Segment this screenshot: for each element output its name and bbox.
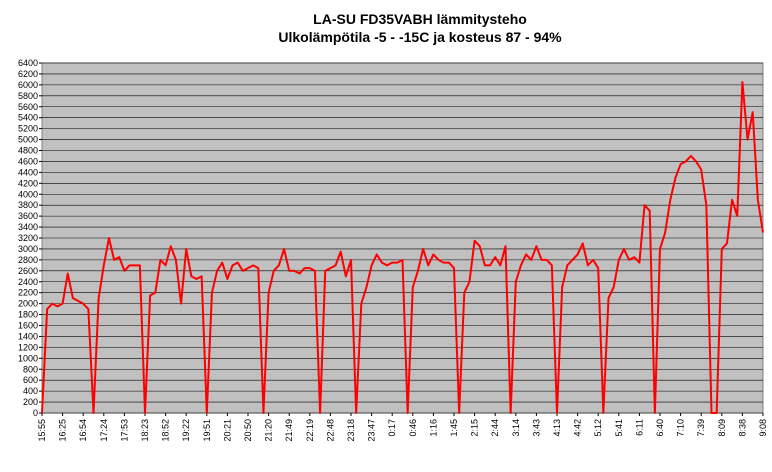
y-tick-label: 3000 xyxy=(18,244,38,254)
y-tick-label: 3400 xyxy=(18,222,38,232)
x-tick-label: 19:22 xyxy=(181,419,191,442)
x-tick-label: 8:09 xyxy=(717,419,727,437)
x-tick-label: 23:18 xyxy=(346,419,356,442)
x-tick-label: 3:14 xyxy=(511,419,521,437)
x-tick-label: 4:42 xyxy=(573,419,583,437)
x-tick-label: 23:47 xyxy=(367,419,377,442)
y-tick-label: 4600 xyxy=(18,156,38,166)
y-tick-label: 3600 xyxy=(18,211,38,221)
y-tick-label: 1000 xyxy=(18,353,38,363)
y-tick-label: 3800 xyxy=(18,200,38,210)
x-tick-label: 2:44 xyxy=(490,419,500,437)
x-tick-label: 22:48 xyxy=(325,419,335,442)
y-tick-label: 5200 xyxy=(18,124,38,134)
x-tick-label: 16:54 xyxy=(78,419,88,442)
y-tick-label: 800 xyxy=(23,364,38,374)
x-tick-label: 15:55 xyxy=(37,419,47,442)
x-tick-label: 17:24 xyxy=(99,419,109,442)
x-tick-label: 21:20 xyxy=(264,419,274,442)
x-tick-label: 18:52 xyxy=(161,419,171,442)
y-tick-label: 4800 xyxy=(18,146,38,156)
chart-title: LA-SU FD35VABH lämmitysteho xyxy=(313,11,527,27)
y-tick-label: 5400 xyxy=(18,113,38,123)
x-tick-label: 18:23 xyxy=(140,419,150,442)
y-tick-label: 5800 xyxy=(18,91,38,101)
y-tick-label: 3200 xyxy=(18,233,38,243)
x-tick-label: 5:41 xyxy=(614,419,624,437)
y-tick-label: 1200 xyxy=(18,342,38,352)
y-tick-label: 2800 xyxy=(18,255,38,265)
y-tick-label: 1800 xyxy=(18,310,38,320)
y-tick-label: 0 xyxy=(33,408,38,418)
y-tick-label: 4400 xyxy=(18,167,38,177)
x-tick-label: 9:08 xyxy=(758,419,768,437)
y-tick-label: 5000 xyxy=(18,135,38,145)
x-tick-label: 19:51 xyxy=(202,419,212,442)
y-tick-label: 2400 xyxy=(18,277,38,287)
x-tick-label: 8:38 xyxy=(737,419,747,437)
y-tick-label: 5600 xyxy=(18,102,38,112)
y-tick-label: 2600 xyxy=(18,266,38,276)
y-tick-label: 4200 xyxy=(18,178,38,188)
x-tick-label: 17:53 xyxy=(119,419,129,442)
y-tick-label: 1600 xyxy=(18,321,38,331)
x-tick-label: 3:43 xyxy=(531,419,541,437)
x-tick-label: 1:45 xyxy=(449,419,459,437)
x-tick-label: 5:12 xyxy=(593,419,603,437)
x-tick-label: 20:50 xyxy=(243,419,253,442)
x-tick-label: 20:21 xyxy=(222,419,232,442)
x-tick-label: 22:19 xyxy=(305,419,315,442)
y-tick-label: 6400 xyxy=(18,58,38,68)
chart-subtitle: Ulkolämpötila -5 - -15C ja kosteus 87 - … xyxy=(278,29,562,45)
y-tick-label: 6000 xyxy=(18,80,38,90)
y-tick-label: 600 xyxy=(23,375,38,385)
x-tick-label: 7:39 xyxy=(696,419,706,437)
x-tick-label: 6:11 xyxy=(634,419,644,436)
data-line xyxy=(41,81,764,414)
x-tick-label: 6:40 xyxy=(655,419,665,437)
x-tick-label: 2:15 xyxy=(470,419,480,437)
x-tick-label: 7:10 xyxy=(676,419,686,437)
y-tick-label: 6200 xyxy=(18,69,38,79)
x-tick-label: 21:49 xyxy=(284,419,294,442)
x-tick-label: 0:46 xyxy=(408,419,418,437)
x-tick-label: 16:25 xyxy=(58,419,68,442)
y-tick-label: 2000 xyxy=(18,299,38,309)
y-tick-label: 4000 xyxy=(18,189,38,199)
y-tick-label: 2200 xyxy=(18,288,38,298)
y-tick-label: 200 xyxy=(23,397,38,407)
y-tick-label: 400 xyxy=(23,386,38,396)
y-tick-label: 1400 xyxy=(18,331,38,341)
x-tick-label: 1:16 xyxy=(428,419,438,437)
x-tick-label: 4:13 xyxy=(552,419,562,437)
x-tick-label: 0:17 xyxy=(387,419,397,437)
